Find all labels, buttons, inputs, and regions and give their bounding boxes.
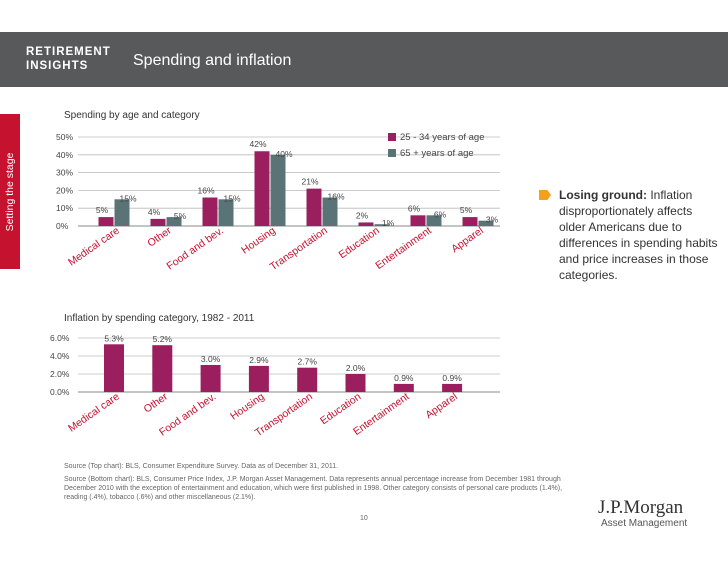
top-chart-title: Spending by age and category	[64, 110, 200, 121]
bottom-value-label: 5.2%	[153, 334, 173, 344]
top-value-label: 1%	[382, 218, 395, 228]
top-bar-other-65-years-of-age	[166, 217, 182, 226]
top-bar-transportation-65-years-of-age	[322, 197, 338, 226]
top-bar-food-and-bev-65-years-of-age	[218, 199, 234, 226]
bottom-category-label: Apparel	[423, 391, 460, 422]
top-bar-entertainment-65-years-of-age	[426, 215, 442, 226]
top-category-label: Entertainment	[373, 225, 433, 272]
bottom-bar-education	[345, 374, 366, 392]
page-title: Spending and inflation	[133, 52, 292, 69]
bottom-bar-food-and-bev	[200, 365, 221, 392]
top-value-label: 4%	[148, 207, 161, 217]
bottom-value-label: 2.7%	[298, 357, 318, 367]
bottom-ytick-label: 6.0%	[50, 333, 70, 343]
top-bar-food-and-bev-25-34-years-of-age	[202, 197, 218, 226]
bottom-value-label: 0.9%	[394, 373, 414, 383]
top-bar-housing-65-years-of-age	[270, 154, 286, 226]
bottom-bar-transportation	[297, 367, 318, 392]
bottom-bar-medical-care	[104, 344, 124, 392]
bottom-value-label: 2.9%	[249, 355, 269, 365]
bottom-value-label: 5.3%	[104, 333, 124, 343]
callout-bold: Losing ground:	[559, 188, 647, 202]
top-bar-entertainment-25-34-years-of-age	[410, 215, 426, 226]
bottom-category-label: Housing	[228, 391, 267, 423]
bottom-category-label: Medical care	[66, 391, 122, 435]
top-value-label: 6%	[434, 209, 447, 219]
top-category-label: Education	[337, 225, 382, 262]
bottom-value-label: 0.9%	[442, 373, 462, 383]
bottom-ytick-label: 0.0%	[50, 387, 70, 397]
callout: Losing ground: Inflation disproportionat…	[559, 187, 719, 283]
top-bar-education-25-34-years-of-age	[358, 222, 374, 226]
bottom-category-label: Other	[142, 390, 171, 415]
top-value-label: 21%	[301, 177, 318, 187]
brand-line-1: RETIREMENT	[26, 46, 111, 58]
bottom-bar-housing	[248, 365, 269, 392]
top-ytick-label: 20%	[56, 185, 73, 195]
top-bar-housing-25-34-years-of-age	[254, 151, 270, 226]
legend-label-25-34-years-of-age: 25 - 34 years of age	[400, 132, 485, 143]
top-ytick-label: 50%	[56, 132, 73, 142]
top-value-label: 40%	[275, 149, 292, 159]
bottom-value-label: 3.0%	[201, 354, 221, 364]
top-category-label: Transportation	[268, 225, 330, 274]
callout-marker-icon	[539, 190, 551, 200]
top-value-label: 2%	[356, 210, 369, 220]
top-value-label: 6%	[408, 203, 421, 213]
top-value-label: 3%	[486, 215, 499, 225]
top-bar-apparel-25-34-years-of-age	[462, 217, 478, 226]
callout-text: Inflation disproportionately affects old…	[559, 188, 718, 282]
bottom-value-label: 2.0%	[346, 363, 366, 373]
top-ytick-label: 30%	[56, 168, 73, 178]
top-category-label: Food and bev.	[164, 225, 225, 273]
bottom-category-label: Education	[318, 391, 363, 428]
top-ytick-label: 10%	[56, 203, 73, 213]
top-value-label: 42%	[249, 139, 266, 149]
top-value-label: 15%	[119, 193, 136, 203]
legend-swatch-65-years-of-age	[388, 149, 396, 157]
top-category-label: Medical care	[66, 225, 122, 269]
top-value-label: 5%	[96, 205, 109, 215]
page-number: 10	[360, 515, 368, 522]
top-value-label: 16%	[197, 186, 214, 196]
top-bar-education-65-years-of-age	[374, 224, 390, 226]
top-category-label: Apparel	[449, 225, 486, 256]
bottom-chart-title: Inflation by spending category, 1982 - 2…	[64, 313, 255, 324]
top-category-label: Housing	[239, 225, 278, 257]
top-bar-medical-care-25-34-years-of-age	[98, 217, 114, 226]
top-ytick-label: 40%	[56, 150, 73, 160]
top-bar-apparel-65-years-of-age	[478, 220, 494, 226]
header-bar	[0, 32, 728, 87]
legend-label-65-years-of-age: 65 + years of age	[400, 148, 474, 159]
bottom-ytick-label: 2.0%	[50, 369, 70, 379]
top-bar-other-25-34-years-of-age	[150, 218, 166, 226]
logo-asset-management: Asset Management	[601, 518, 688, 529]
side-tab	[0, 114, 20, 269]
top-value-label: 5%	[460, 205, 473, 215]
top-value-label: 5%	[174, 211, 187, 221]
top-bar-transportation-25-34-years-of-age	[306, 188, 322, 226]
source-top: Source (Top chart): BLS, Consumer Expend…	[64, 463, 339, 470]
top-value-label: 15%	[223, 193, 240, 203]
source-bottom: Source (Bottom chart): BLS, Consumer Pri…	[64, 476, 563, 501]
top-bar-medical-care-65-years-of-age	[114, 199, 130, 226]
bottom-ytick-label: 4.0%	[50, 351, 70, 361]
logo-jpmorgan: J.P.Morgan	[598, 497, 684, 518]
bottom-bar-other	[152, 345, 173, 392]
bottom-bar-entertainment	[393, 383, 414, 392]
top-category-label: Other	[145, 224, 174, 249]
top-value-label: 16%	[327, 192, 344, 202]
legend-swatch-25-34-years-of-age	[388, 133, 396, 141]
bottom-bar-apparel	[442, 383, 463, 392]
top-ytick-label: 0%	[56, 221, 69, 231]
brand-line-2: INSIGHTS	[26, 60, 89, 72]
